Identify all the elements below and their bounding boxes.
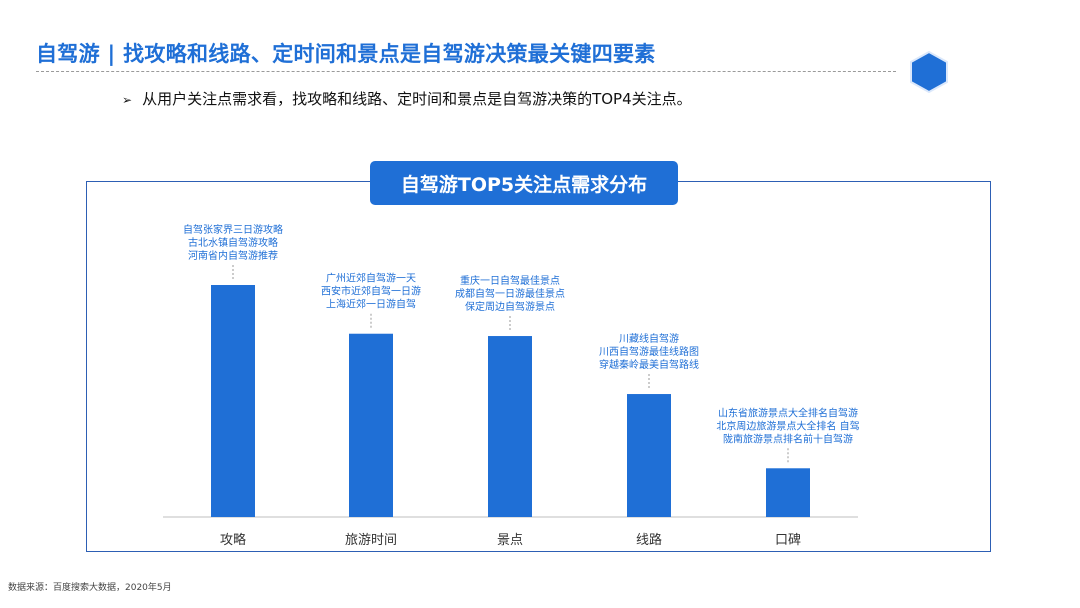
annotation-text: 河南省内自驾游推荐 [188,249,278,262]
x-tick-label: 景点 [497,533,523,548]
annotation-text: 广州近郊自驾游一天 [326,272,416,285]
x-tick-label: 攻略 [220,532,246,548]
x-tick-label: 旅游时间 [345,533,397,548]
annotation-text: 山东省旅游景点大全排名自驾游 [718,406,858,419]
annotation-text: 川藏线自驾游 [619,332,679,345]
annotation-text: 保定周边自驾游景点 [465,300,555,313]
annotation-text: 陇南旅游景点排名前十自驾游 [723,432,853,445]
annotation-text: 古北水镇自驾游攻略 [188,236,278,249]
arrow-bullet-icon: ➢ [122,93,133,107]
annotation-text: 成都自驾一日游最佳景点 [455,287,565,300]
page-title: 自驾游 | 找攻略和线路、定时间和景点是自驾游决策最关键四要素 [36,42,656,66]
summary-text: 从用户关注点需求看，找攻略和线路、定时间和景点是自驾游决策的TOP4关注点。 [142,90,692,108]
annotation-text: 穿越秦岭最美自驾路线 [599,358,699,371]
annotation-text: 西安市近郊自驾一日游 [321,285,421,298]
annotation-text: 北京周边旅游景点大全排名 自驾 [716,419,859,432]
bar [766,468,810,517]
data-source-note: 数据来源：百度搜索大数据，2020年5月 [8,583,172,593]
annotation-text: 自驾张家界三日游攻略 [183,223,283,236]
annotation-text: 川西自驾游最佳线路图 [599,345,699,358]
bar [488,336,532,517]
bar [349,333,393,517]
x-tick-label: 线路 [636,532,662,548]
summary-bullet: ➢ 从用户关注点需求看，找攻略和线路、定时间和景点是自驾游决策的TOP4关注点。 [122,88,692,109]
x-tick-label: 口碑 [775,532,801,548]
bar [627,394,671,517]
chart-title: 自驾游TOP5关注点需求分布 [370,161,678,205]
hexagon-icon [910,51,948,93]
title-divider [36,71,896,72]
annotation-text: 上海近郊一日游自驾 [326,298,416,311]
bar [211,285,255,517]
annotation-text: 重庆一日自驾最佳景点 [460,274,560,287]
